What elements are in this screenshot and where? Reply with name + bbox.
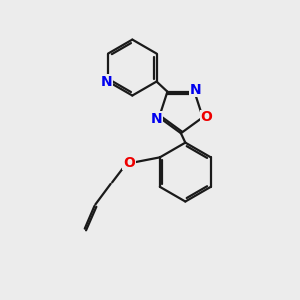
Text: N: N (101, 74, 112, 88)
Text: N: N (151, 112, 163, 126)
Text: O: O (201, 110, 212, 124)
Text: O: O (123, 156, 135, 170)
Text: N: N (190, 82, 202, 97)
